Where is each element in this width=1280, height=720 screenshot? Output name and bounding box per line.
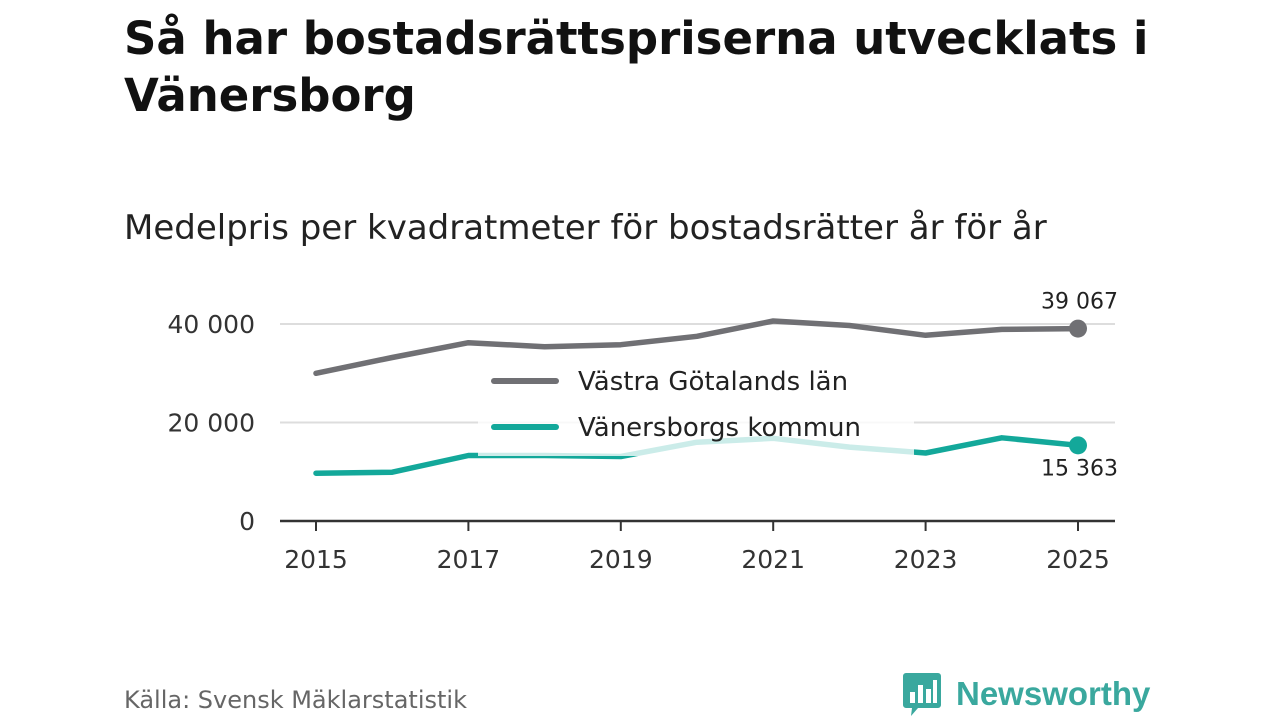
- x-tick-label: 2017: [437, 545, 501, 574]
- legend-label: Vänersborgs kommun: [578, 413, 861, 443]
- x-tick-label: 2019: [589, 545, 653, 574]
- y-tick-label: 0: [239, 507, 255, 536]
- chart-subtitle: Medelpris per kvadratmeter för bostadsrä…: [124, 208, 1047, 248]
- brand-logo: Newsworthy: [902, 670, 1150, 718]
- chart-title: Så har bostadsrättspriserna utvecklats i…: [124, 12, 1149, 122]
- x-tick-label: 2023: [894, 545, 958, 574]
- end-point-marker: [1069, 319, 1087, 338]
- legend-backdrop: [478, 356, 914, 456]
- end-label-vastra-gotaland: 39 067: [1041, 290, 1118, 315]
- x-tick-label: 2025: [1046, 545, 1110, 574]
- end-label-vanersborg: 15 363: [1041, 456, 1118, 481]
- x-axis-ticks: 2015 2017 2019 2021 2023 2025: [284, 521, 1110, 574]
- line-vastra-gotaland: [313, 318, 1081, 377]
- y-axis-ticks: 0 20 000 40 000: [168, 310, 255, 536]
- end-point-marker: [1069, 436, 1087, 455]
- x-tick-label: 2015: [284, 545, 348, 574]
- source-note: Källa: Svensk Mäklarstatistik: [124, 686, 467, 714]
- legend: Västra Götalands län Vänersborgs kommun: [478, 356, 914, 456]
- y-tick-label: 40 000: [168, 310, 255, 339]
- brand-name: Newsworthy: [956, 675, 1151, 712]
- data-labels: 39 067 15 363: [1041, 290, 1118, 482]
- legend-label: Västra Götalands län: [578, 367, 848, 397]
- y-tick-label: 20 000: [168, 409, 255, 438]
- newsworthy-logo-icon: [903, 673, 941, 716]
- x-tick-label: 2021: [741, 545, 805, 574]
